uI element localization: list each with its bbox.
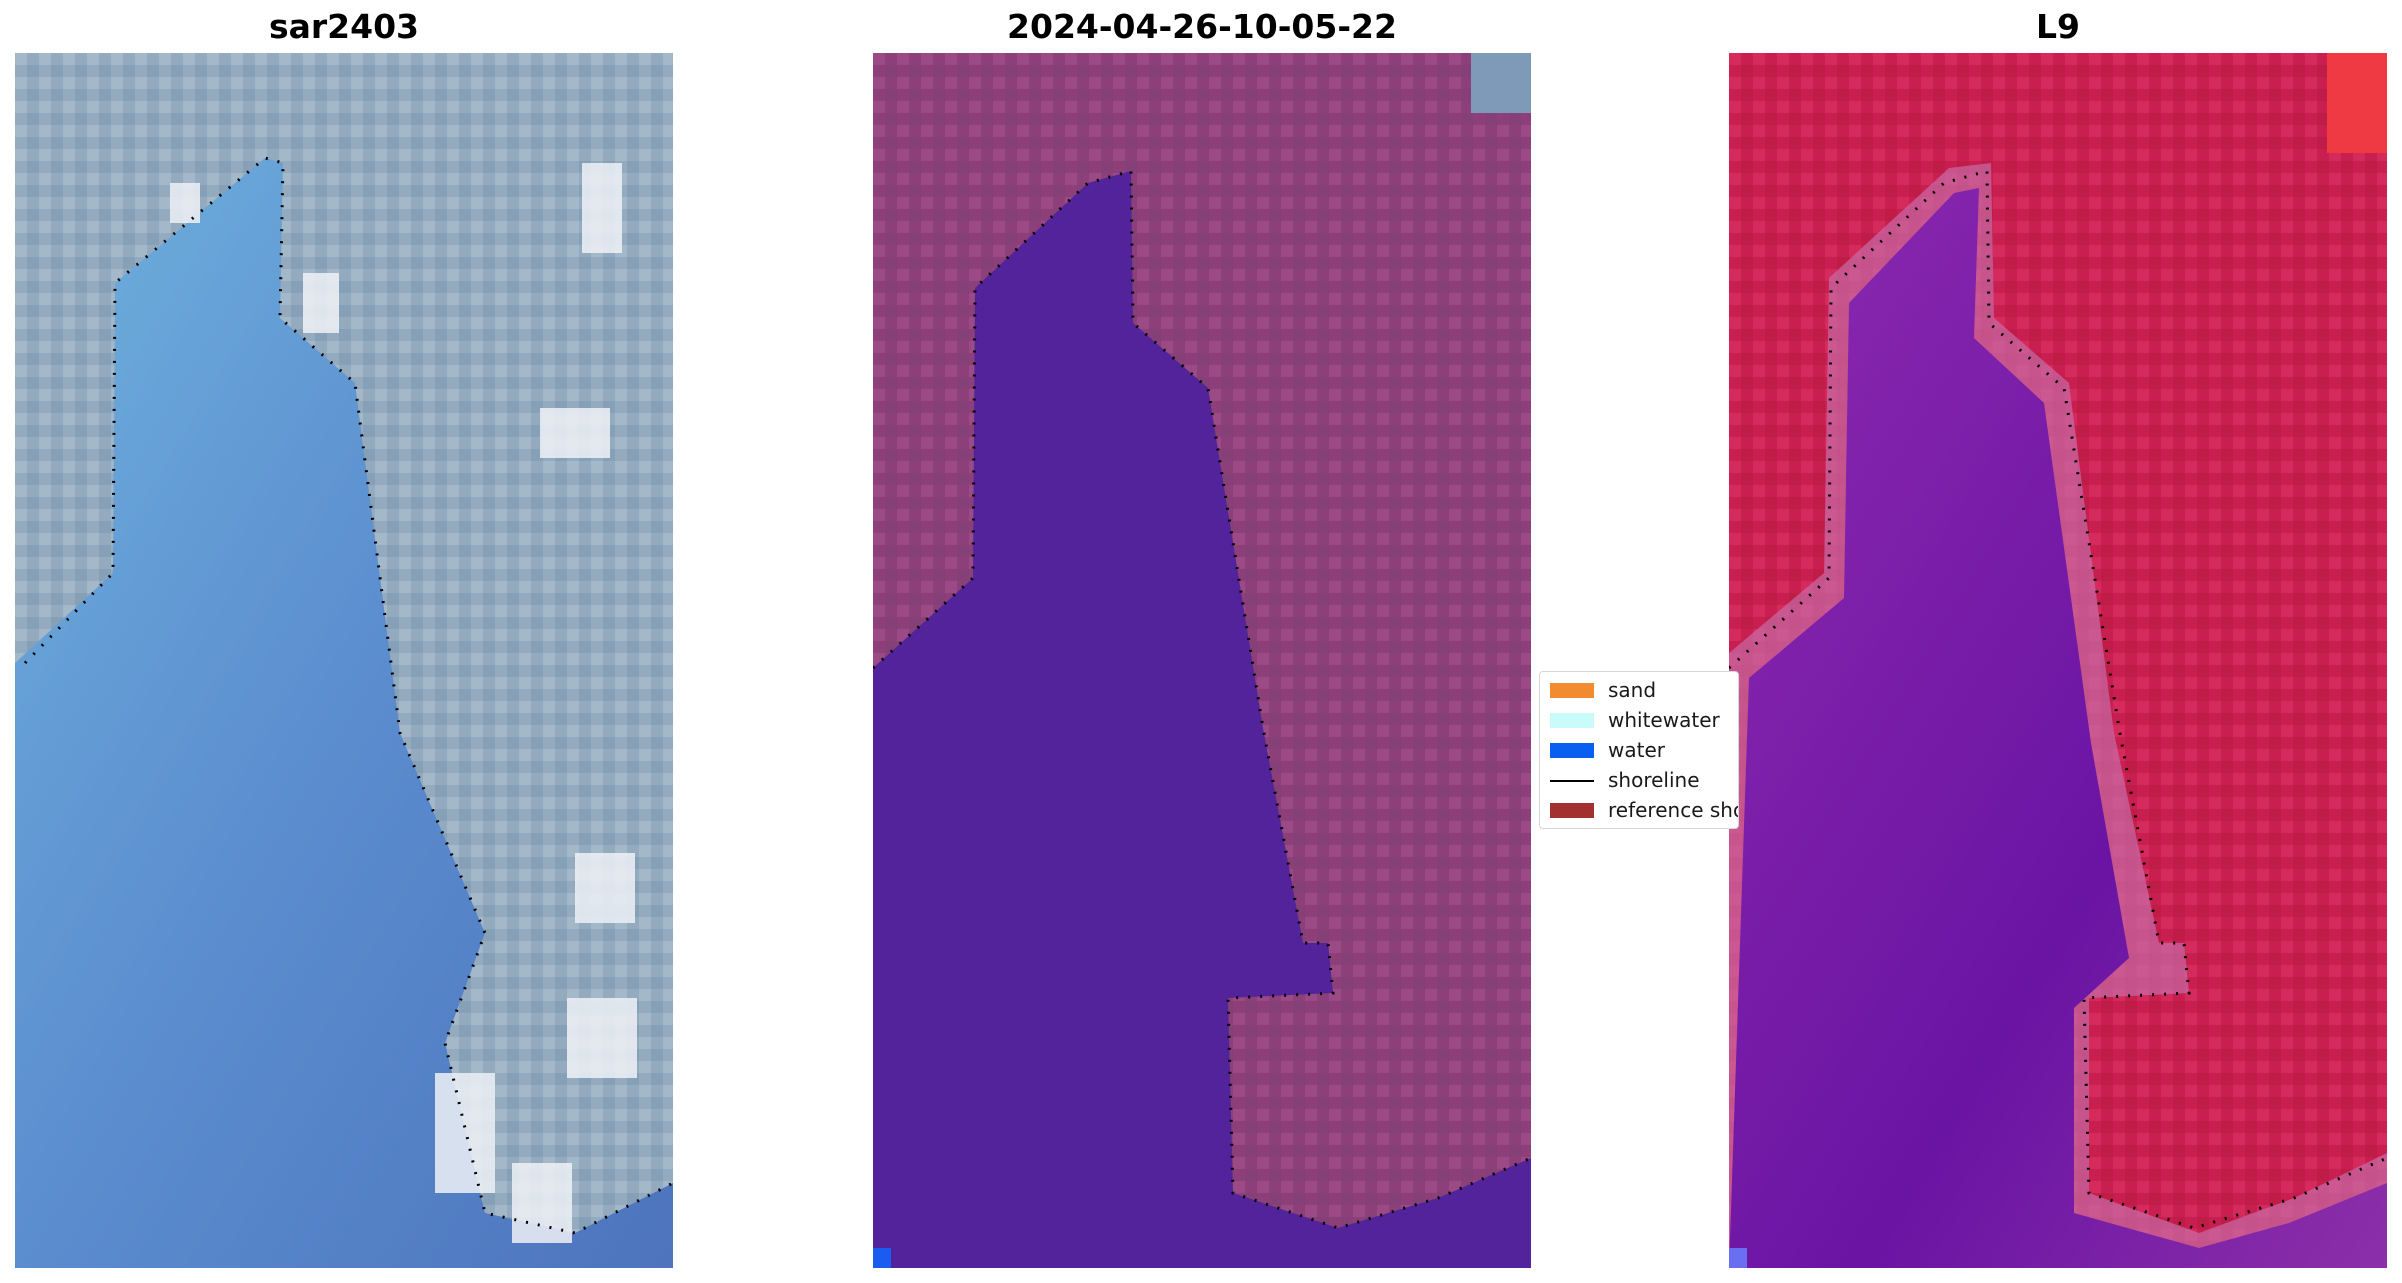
index-image [1729,53,2387,1268]
legend-item-shoreline: shoreline [1540,765,1738,795]
legend: sand whitewater water shoreline referenc… [1539,671,1739,829]
legend-label: shoreline [1608,768,1700,792]
classified-image [873,53,1531,1268]
rgb-water-area [15,158,673,1268]
panel-title-rgb: sar2403 [268,7,420,46]
sand-swatch [1550,683,1594,698]
index-image-panel [1729,53,2387,1268]
reference-shoreline-swatch [1550,803,1594,818]
water-swatch [1550,743,1594,758]
panel-title-index: L9 [2036,7,2080,46]
rgb-image-panel [15,53,673,1268]
legend-label: water [1608,738,1665,762]
rgb-image [15,53,673,1268]
whitewater-swatch [1550,713,1594,728]
legend-label: sand [1608,678,1657,702]
legend-item-whitewater: whitewater [1540,705,1738,735]
legend-item-reference-shoreline: reference shoreline [1540,795,1738,825]
index-water-area [1729,188,2387,1268]
legend-label: reference shoreline [1608,798,1738,822]
legend-item-sand: sand [1540,675,1738,705]
classified-water-area [873,171,1531,1268]
shoreline-line-swatch [1550,780,1594,782]
legend-item-water: water [1540,735,1738,765]
classified-image-panel [873,53,1531,1268]
legend-label: whitewater [1608,708,1720,732]
panel-title-classified: 2024-04-26-10-05-22 [1007,7,1397,46]
